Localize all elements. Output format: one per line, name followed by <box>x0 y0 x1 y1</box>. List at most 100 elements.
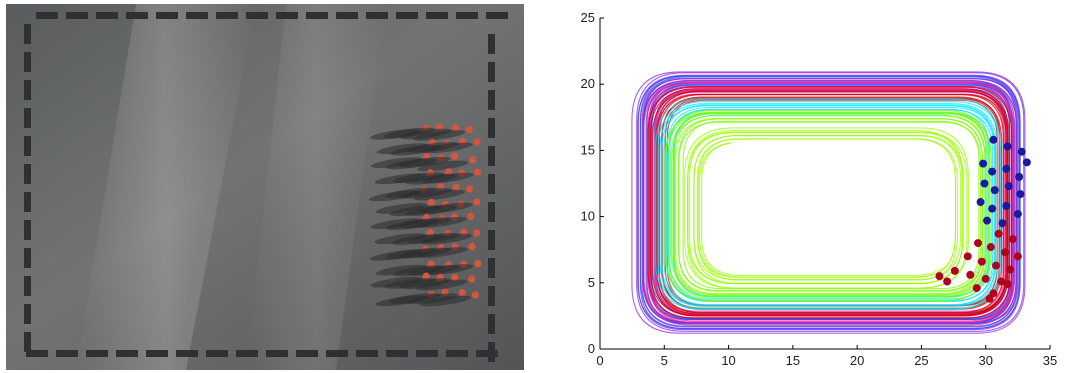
barrier-segment <box>366 12 388 19</box>
pedestrian-marker-red <box>1006 265 1015 274</box>
pedestrian-helmet <box>452 183 460 191</box>
pedestrian-marker-blue <box>1013 209 1022 218</box>
trajectory-line <box>667 109 994 302</box>
barrier-segment <box>488 286 495 306</box>
pedestrian-marker-blue <box>989 135 998 144</box>
pedestrian-helmet <box>466 185 474 193</box>
barrier-segment <box>176 350 198 357</box>
barrier-segment <box>216 12 238 19</box>
y-tick-label: 20 <box>581 76 595 91</box>
barrier-segment <box>486 12 508 19</box>
trajectory-line <box>697 138 958 281</box>
x-tick-label: 5 <box>661 353 668 368</box>
barrier-segment <box>446 350 468 357</box>
barrier-segment <box>186 12 208 19</box>
trajectory-line <box>682 120 980 290</box>
barrier-segment <box>246 12 268 19</box>
pedestrian-marker-blue <box>998 219 1007 228</box>
pedestrian-helmet <box>474 259 482 268</box>
barrier-segment <box>24 248 31 268</box>
trajectory-line <box>693 135 962 280</box>
barrier-segment <box>126 12 148 19</box>
barrier-segment <box>24 192 31 212</box>
barrier-segment <box>24 332 31 352</box>
trajectory-bands <box>631 71 1026 334</box>
pedestrian-marker-blue <box>990 186 999 195</box>
pedestrian-markers <box>935 135 1031 303</box>
pedestrian-helmet <box>458 289 466 297</box>
barrier-segment <box>336 12 358 19</box>
barrier-segment <box>456 12 478 19</box>
pedestrian-helmet <box>465 125 473 134</box>
pedestrian-marker-blue <box>1004 182 1013 191</box>
barrier-segment <box>488 342 495 362</box>
pedestrian-marker-blue <box>980 179 989 188</box>
trajectory-line <box>661 105 996 307</box>
pedestrian-marker-red <box>981 274 990 283</box>
barrier-segment <box>24 276 31 296</box>
pedestrian-helmet <box>427 198 436 207</box>
barrier-segment <box>488 118 495 138</box>
barrier-segment <box>96 12 118 19</box>
trajectory-line <box>655 89 1008 316</box>
pedestrian-marker-blue <box>976 198 985 207</box>
pedestrian-marker-blue <box>988 204 997 213</box>
pedestrian-shadow <box>419 295 472 307</box>
barrier-segment <box>24 136 31 156</box>
pedestrian-marker-red <box>1003 280 1012 289</box>
pedestrian-marker-red <box>966 270 975 279</box>
y-tick-label: 10 <box>581 209 595 224</box>
barrier-segment <box>56 350 78 357</box>
pedestrian-marker-red <box>972 284 981 293</box>
chart-axes: 0 5 10 15 20 25 30 35 0 5 10 15 20 25 <box>581 10 1058 368</box>
trajectory-line <box>673 114 986 296</box>
pedestrian-marker-red <box>986 243 995 252</box>
pedestrian-marker-blue <box>1022 158 1031 167</box>
barrier-segment <box>276 12 298 19</box>
barrier-segment <box>24 164 31 184</box>
barrier-segment <box>396 12 418 19</box>
trajectory-line <box>642 80 1018 326</box>
barrier-segment <box>306 12 328 19</box>
trajectory-line <box>657 101 1001 310</box>
pedestrian-marker-blue <box>1017 147 1026 156</box>
pedestrian-marker-red <box>1001 248 1009 257</box>
trajectory-line <box>664 111 992 301</box>
barrier-segment <box>488 258 495 278</box>
pedestrian-shadow <box>398 156 451 168</box>
pedestrian-marker-red <box>1008 235 1017 244</box>
barrier-segment <box>488 146 495 166</box>
barrier-segment <box>146 350 168 357</box>
pedestrian-marker-red <box>985 294 994 303</box>
trajectory-line <box>656 93 1007 315</box>
barrier-segment <box>386 350 408 357</box>
inner-obstacle <box>710 139 955 275</box>
barrier-segment <box>488 174 495 194</box>
x-tick-label: 30 <box>978 353 992 368</box>
pedestrian-shadow <box>415 279 468 291</box>
pedestrian-helmet <box>422 272 430 280</box>
pedestrian-marker-blue <box>988 167 997 176</box>
pedestrian-marker-red <box>977 257 986 266</box>
x-tick-label: 15 <box>786 353 800 368</box>
pedestrian-helmet <box>471 291 479 299</box>
trajectory-line <box>655 98 1001 311</box>
pedestrian-marker-blue <box>1002 202 1011 211</box>
barrier-segment <box>66 12 88 19</box>
pedestrian-helmet <box>473 198 481 206</box>
pedestrian-shadow <box>415 216 467 228</box>
pedestrian-marker-red <box>1013 252 1022 261</box>
pedestrian-shadow <box>383 127 436 139</box>
trajectory-line <box>636 72 1025 332</box>
barrier-segment <box>24 108 31 128</box>
pedestrian-shadow <box>416 247 468 258</box>
barrier-segment <box>476 350 498 357</box>
pedestrian-helmet <box>445 168 453 176</box>
barrier-segment <box>356 350 378 357</box>
pedestrian-marker-blue <box>979 159 988 168</box>
pedestrian-helmet <box>473 138 481 146</box>
x-tick-label: 35 <box>1043 353 1057 368</box>
barrier-segment <box>26 350 48 357</box>
x-tick-label: 20 <box>850 353 864 368</box>
barrier-segment <box>36 12 58 19</box>
